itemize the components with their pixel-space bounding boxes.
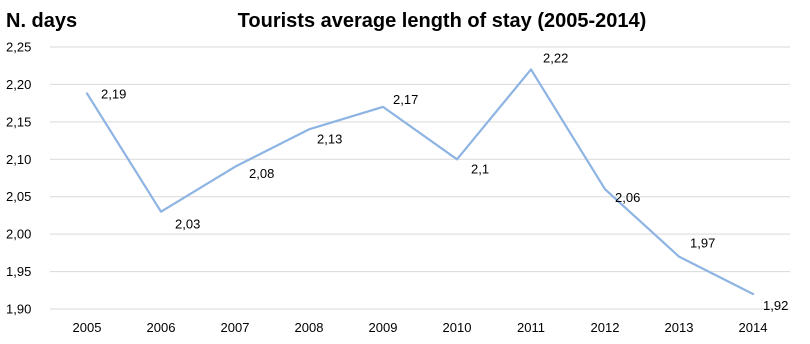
data-label: 2,1	[471, 161, 489, 176]
y-tick-label: 2,00	[6, 227, 31, 242]
y-tick-label: 2,15	[6, 114, 31, 129]
data-label: 2,19	[101, 86, 126, 101]
x-tick-label: 2008	[295, 320, 324, 335]
x-tick-label: 2013	[665, 320, 694, 335]
x-tick-label: 2011	[517, 320, 545, 335]
data-labels: 2,19 2,03 2,08 2,13 2,17 2,1 2,22 2,06 1,97 1,92	[101, 50, 788, 313]
series-line-0	[85, 68, 755, 296]
y-tick-label: 1,90	[6, 302, 31, 317]
x-tick-label: 2006	[147, 320, 176, 335]
chart-title: Tourists average length of stay (2005-20…	[238, 10, 647, 32]
data-label: 2,22	[543, 50, 568, 65]
x-tick-label: 2005	[73, 320, 102, 335]
y-axis-ticks: 2,25 2,20 2,15 2,10 2,05 2,00 1,95 1,90	[6, 40, 31, 317]
x-tick-label: 2010	[443, 320, 472, 335]
y-tick-label: 2,25	[6, 40, 31, 55]
x-tick-label: 2007	[221, 320, 250, 335]
data-label: 2,13	[317, 131, 342, 146]
x-tick-label: 2014	[739, 320, 768, 335]
y-tick-label: 2,10	[6, 152, 31, 167]
y-tick-label: 2,20	[6, 77, 31, 92]
y-axis-label: N. days	[6, 10, 77, 32]
x-tick-label: 2012	[591, 320, 620, 335]
gridlines	[50, 46, 790, 310]
data-label: 1,92	[763, 298, 788, 313]
y-tick-label: 1,95	[6, 264, 31, 279]
y-tick-label: 2,05	[6, 189, 31, 204]
x-axis-ticks: 2005 2006 2007 2008 2009 2010 2011 2012 2013 2014	[73, 320, 768, 335]
x-tick-label: 2009	[369, 320, 398, 335]
data-label: 2,03	[175, 217, 200, 232]
data-label: 2,06	[615, 190, 640, 205]
data-label: 1,97	[690, 236, 715, 251]
data-label: 2,17	[393, 92, 418, 107]
data-label: 2,08	[249, 166, 274, 181]
series-layer	[85, 68, 755, 296]
